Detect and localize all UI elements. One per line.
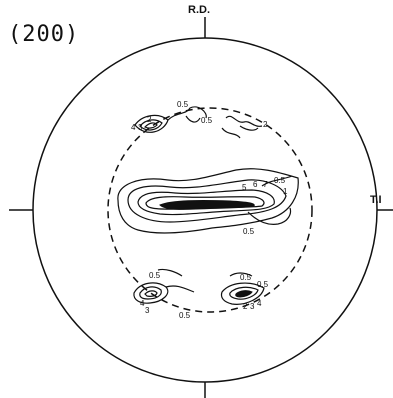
label-mid-05-right: 0.5 [274,176,286,185]
label-mid-7: 7 [263,180,268,189]
label-br-05b: 0.5 [257,280,269,289]
label-tl-3: 3 [138,123,143,132]
label-mid-05-bottom: 0.5 [243,227,255,236]
label-bl-05: 0.5 [149,271,161,280]
label-tl-4: 4 [131,123,136,132]
figure-title: (200) [8,22,79,47]
label-br-2: 2 [243,302,248,311]
label-top-05a: 0.5 [177,100,189,109]
label-br-05a: 0.5 [240,273,252,282]
contour-band-center [117,168,299,234]
td-label: T.I [370,194,382,206]
label-mid-1: 1 [283,187,288,196]
inner-dashed-circle [107,107,313,313]
label-br-4: 4 [257,299,262,308]
label-bl-3: 3 [145,306,150,315]
label-br-3: 3 [250,302,255,311]
label-bottom-05: 0.5 [179,311,191,320]
label-top-2: 2 [263,120,268,129]
label-tl-2: 2 [147,115,152,124]
contour-cluster-top-right [221,115,263,139]
label-top-05b: 0.5 [201,116,213,125]
contour-cluster-bottom-left [133,268,195,304]
label-mid-6: 6 [253,180,258,189]
label-mid-5: 5 [242,183,247,192]
contour-cluster-bottom-right [220,272,265,305]
label-bl-4: 4 [140,299,145,308]
contour-cluster-top-left [134,106,207,133]
outer-circle [32,37,378,383]
rd-label: R.D. [188,4,210,16]
